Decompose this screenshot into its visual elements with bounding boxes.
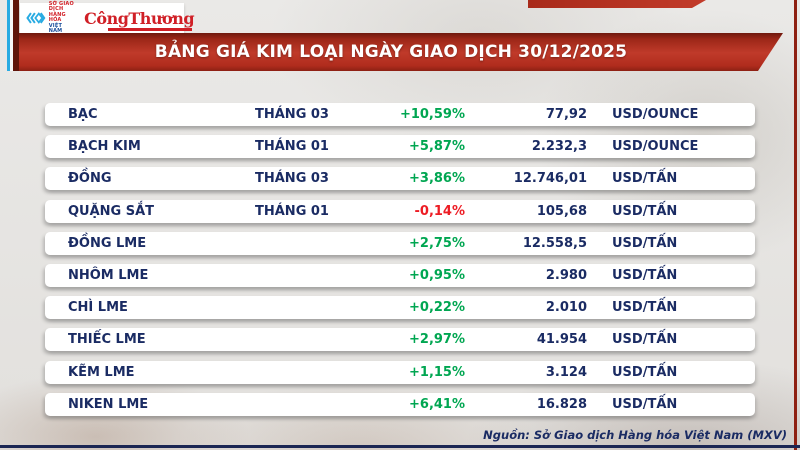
table-row: ĐỒNG LME +2,75% 12.558,5 USD/TẤN: [45, 231, 755, 255]
table-row: CHÌ LME +0,22% 2.010 USD/TẤN: [45, 296, 755, 320]
metal-name: THIẾC LME: [68, 332, 146, 348]
table-row: THIẾC LME +2,97% 41.954 USD/TẤN: [45, 328, 755, 352]
change-percent: +3,86%: [409, 171, 465, 187]
metal-name: NIKEN LME: [68, 396, 149, 412]
contract-month: THÁNG 01: [255, 139, 329, 155]
contract-month: THÁNG 03: [255, 107, 329, 122]
table-row: KẼM LME +1,15% 3.124 USD/TẤN: [45, 360, 755, 384]
change-percent: +0,95%: [409, 267, 465, 283]
change-percent: +10,59%: [399, 107, 465, 122]
right-red-edge: [794, 0, 797, 450]
mxv-logo-line1: SỞ GIAO DỊCH: [48, 0, 74, 12]
mxv-logo-line3: VIỆT NAM: [48, 22, 63, 34]
table-row: QUẶNG SẮT THÁNG 01 -0,14% 105,68 USD/TẤN: [45, 199, 755, 223]
mxv-chevrons-icon: [26, 12, 46, 24]
price-table: BẠC THÁNG 03 +10,59% 77,92 USD/OUNCE BẠC…: [45, 103, 755, 416]
price-value: 12.558,5: [522, 235, 587, 251]
price-value: 12.746,01: [513, 171, 587, 187]
metal-name: ĐỒNG: [68, 171, 112, 187]
price-value: 16.828: [536, 396, 587, 412]
price-unit: USD/TẤN: [612, 267, 678, 283]
left-maroon-stripe: [13, 0, 19, 71]
top-red-ribbon: [528, 0, 706, 8]
metal-name: ĐỒNG LME: [68, 235, 147, 251]
metal-name: KẼM LME: [68, 364, 135, 380]
price-unit: USD/TẤN: [612, 203, 678, 219]
price-unit: USD/TẤN: [612, 332, 678, 348]
price-unit: USD/TẤN: [612, 235, 678, 251]
metal-name: QUẶNG SẮT: [68, 203, 155, 219]
price-unit: USD/TẤN: [612, 171, 678, 187]
price-value: 41.954: [536, 332, 587, 348]
source-note: Nguồn: Sở Giao dịch Hàng hóa Việt Nam (M…: [483, 428, 787, 442]
table-row: NIKEN LME +6,41% 16.828 USD/TẤN: [45, 392, 755, 416]
price-value: 3.124: [545, 364, 587, 380]
mxv-logo-text: SỞ GIAO DỊCH HÀNG HÓA VIỆT NAM: [48, 0, 76, 35]
contract-month: THÁNG 01: [255, 203, 329, 219]
metal-name: BẠCH KIM: [68, 139, 141, 155]
price-value: 2.232,3: [531, 139, 587, 155]
price-unit: USD/TẤN: [612, 396, 678, 412]
price-value: 105,68: [536, 203, 587, 219]
change-percent: +1,15%: [409, 364, 465, 380]
congthuong-logo-underline: [108, 27, 193, 31]
price-unit: USD/OUNCE: [612, 139, 699, 155]
contract-month: THÁNG 03: [255, 171, 329, 187]
price-unit: USD/TẤN: [612, 364, 678, 380]
mxv-logo-line2: HÀNG HÓA: [48, 11, 66, 23]
left-white-stripe: [10, 0, 13, 71]
congthuong-logo-text: CôngThương: [84, 8, 195, 28]
price-unit: USD/TẤN: [612, 300, 678, 316]
change-percent: +5,87%: [409, 139, 465, 155]
table-row: ĐỒNG THÁNG 03 +3,86% 12.746,01 USD/TẤN: [45, 167, 755, 191]
price-unit: USD/OUNCE: [612, 107, 699, 122]
change-percent: +6,41%: [409, 396, 465, 412]
mxv-logo: SỞ GIAO DỊCH HÀNG HÓA VIỆT NAM: [26, 0, 76, 35]
metal-name: CHÌ LME: [68, 300, 128, 316]
congthuong-logo: CôngThương: [84, 8, 195, 31]
title-banner: BẢNG GIÁ KIM LOẠI NGÀY GIAO DỊCH 30/12/2…: [19, 33, 783, 71]
bottom-navy-line: [0, 445, 800, 448]
table-row: BẠC THÁNG 03 +10,59% 77,92 USD/OUNCE: [45, 103, 755, 126]
price-value: 77,92: [545, 107, 587, 122]
change-percent: +0,22%: [409, 300, 465, 316]
left-cyan-stripe: [7, 0, 10, 71]
price-value: 2.010: [545, 300, 587, 316]
change-percent: +2,75%: [409, 235, 465, 251]
metal-name: BẠC: [68, 107, 98, 122]
table-row: NHÔM LME +0,95% 2.980 USD/TẤN: [45, 263, 755, 287]
table-row: BẠCH KIM THÁNG 01 +5,87% 2.232,3 USD/OUN…: [45, 135, 755, 159]
change-percent: -0,14%: [414, 203, 466, 219]
page-title: BẢNG GIÁ KIM LOẠI NGÀY GIAO DỊCH 30/12/2…: [154, 42, 628, 62]
metal-name: NHÔM LME: [68, 267, 149, 283]
change-percent: +2,97%: [409, 332, 465, 348]
price-value: 2.980: [545, 267, 587, 283]
logo-bar: SỞ GIAO DỊCH HÀNG HÓA VIỆT NAM CôngThươn…: [20, 0, 195, 35]
